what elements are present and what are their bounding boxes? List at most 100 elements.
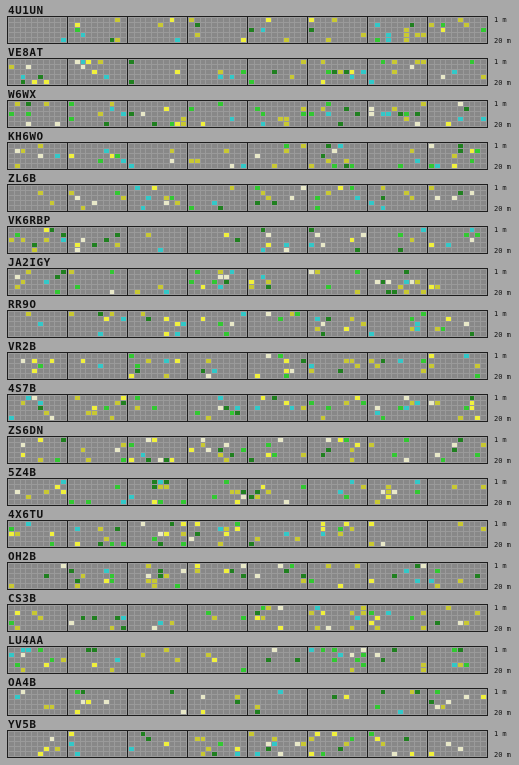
signal-cell [475,322,481,326]
signal-cell [129,448,134,452]
signal-cell [369,164,374,168]
signal-cell [469,164,475,168]
signal-cell [61,60,66,64]
signal-cell [309,248,314,252]
signal-cell [481,206,486,210]
signal-cell [49,75,55,79]
signal-cell [158,396,163,400]
signal-cell [320,28,326,32]
signal-cell [446,396,452,400]
signal-cell [20,233,26,237]
signal-cell [278,322,283,326]
signal-cell [43,38,49,42]
signal-cell [20,332,26,336]
signal-cell [115,159,121,163]
signal-cell [349,206,355,210]
signal-cell [349,406,355,410]
signal-cell [409,28,415,32]
station-row: RR9O 1 m 20 m [0,297,519,339]
signal-cell [254,416,260,420]
signal-cell [86,480,92,484]
signal-cell [43,532,49,536]
signal-cell [9,33,14,37]
signal-cell [235,164,241,168]
signal-cell [309,23,314,27]
signal-cell [475,416,481,420]
signal-cell [380,33,386,37]
signal-cell [355,164,361,168]
signal-cell [181,154,186,158]
signal-cell [9,107,14,111]
signal-cell [481,500,486,504]
signal-cell [309,65,314,69]
signal-cell [332,238,337,242]
signal-cell [206,270,212,274]
signal-cell [475,280,481,284]
signal-cell [61,107,66,111]
signal-cell [266,206,272,210]
signal-cell [74,38,80,42]
signal-cell [26,159,32,163]
signal-cell [109,75,115,79]
signal-cell [38,154,43,158]
signal-cell [272,60,277,64]
signal-cell [301,38,306,42]
signal-cell [200,490,206,494]
signal-cell [229,238,235,242]
signal-cell [469,65,475,69]
signal-cell [14,70,20,74]
signal-cell [326,416,332,420]
signal-cell [194,80,200,84]
signal-cell [403,60,409,64]
signal-cell [223,443,229,447]
signal-cell [61,144,66,148]
signal-cell [206,107,212,111]
signal-cell [355,243,361,247]
signal-cell [14,38,20,42]
signal-cell [458,312,463,316]
signal-cell [272,75,277,79]
signal-cell [86,285,92,289]
signal-cell [421,443,426,447]
signal-cell [229,275,235,279]
time-block [68,353,128,379]
signal-cell [9,527,14,531]
signal-cell [69,312,74,316]
signal-cell [469,248,475,252]
signal-cell [169,416,175,420]
signal-cell [92,70,97,74]
time-block [128,59,188,85]
signal-cell [481,196,486,200]
signal-cell [332,191,337,195]
signal-cell [152,18,157,22]
signal-cell [320,196,326,200]
signal-cell [98,280,103,284]
signal-cell [55,416,61,420]
signal-cell [295,196,301,200]
signal-cell [272,354,277,358]
signal-cell [175,233,181,237]
time-block [128,437,188,463]
signal-cell [380,149,386,153]
signal-cell [121,411,126,415]
signal-cell [20,154,26,158]
signal-cell [355,285,361,289]
signal-cell [403,322,409,326]
signal-cell [218,401,223,405]
signal-cell [152,122,157,126]
signal-cell [80,23,86,27]
signal-cell [86,406,92,410]
signal-cell [14,154,20,158]
signal-cell [386,500,392,504]
signal-cell [380,159,386,163]
signal-cell [289,327,295,331]
signal-cell [98,485,103,489]
signal-cell [129,458,134,462]
signal-cell [69,438,74,442]
signal-cell [380,23,386,27]
signal-cell [266,38,272,42]
signal-cell [421,448,426,452]
signal-cell [289,458,295,462]
signal-cell [98,396,103,400]
signal-cell [343,364,349,368]
